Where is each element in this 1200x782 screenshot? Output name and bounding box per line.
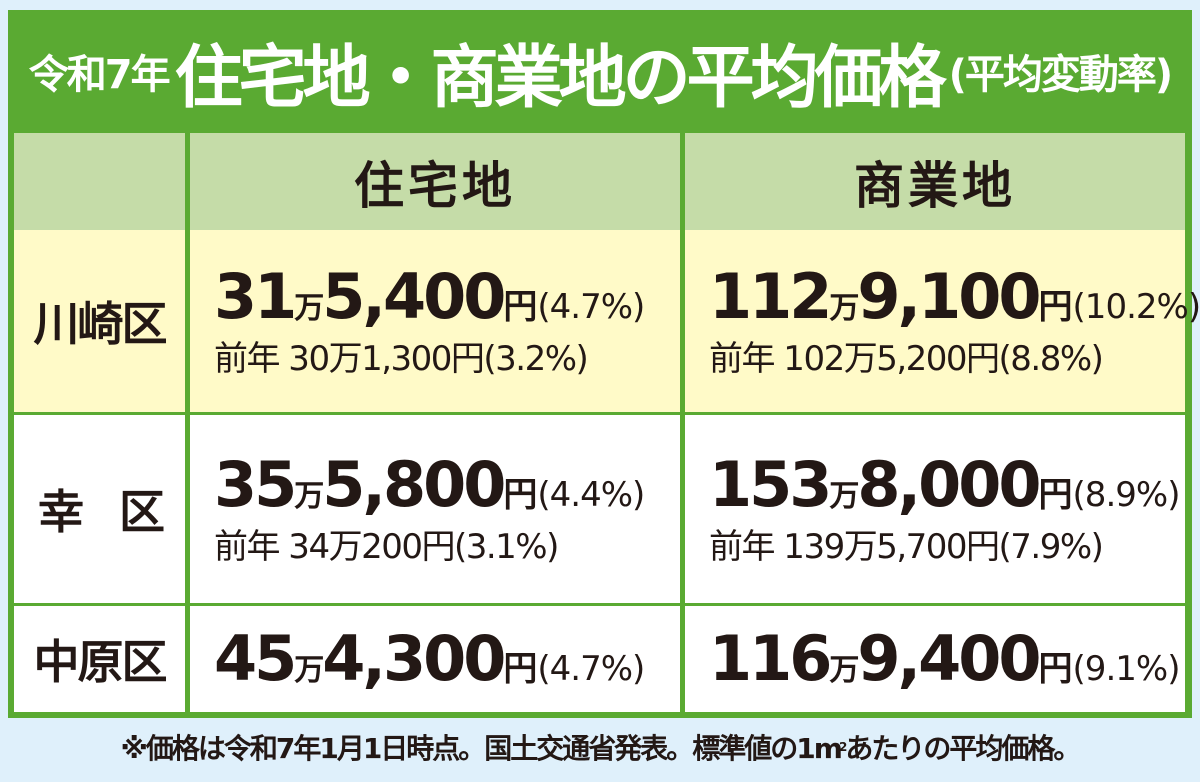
man-unit: 万	[829, 479, 859, 514]
yen-unit: 円	[1038, 475, 1073, 515]
saiwai-commercial: 153 万 8,000 円 (8.9%) 前年 139万5,700円(7.9%)	[685, 415, 1185, 603]
price-man: 45	[214, 622, 297, 695]
previous-year: 前年 34万200円(3.1%)	[214, 527, 559, 567]
price-rest: 9,100	[857, 260, 1041, 333]
header-corner	[14, 133, 185, 230]
header-commercial: 商業地	[685, 133, 1185, 230]
kawasaki-residential: 31 万 5,400 円 (4.7%) 前年 30万1,300円(3.2%)	[190, 230, 680, 412]
man-unit: 万	[294, 479, 324, 514]
price-rest: 9,400	[857, 622, 1041, 695]
change-rate: (10.2%)	[1072, 287, 1200, 327]
nakahara-commercial: 116 万 9,400 円 (9.1%)	[685, 606, 1185, 712]
footnote-superscript: 2	[838, 740, 847, 754]
price-man: 31	[214, 260, 297, 333]
nakahara-residential: 45 万 4,300 円 (4.7%)	[190, 606, 680, 712]
previous-year: 前年 102万5,200円(8.8%)	[709, 339, 1104, 379]
ward-saiwai-first: 幸	[38, 485, 84, 539]
ward-saiwai-last: 区	[119, 485, 165, 539]
previous-year: 前年 30万1,300円(3.2%)	[214, 339, 589, 379]
yen-unit: 円	[503, 475, 538, 515]
ward-kawasaki: 川崎区	[14, 230, 185, 412]
price-rest: 5,400	[322, 260, 506, 333]
price-man: 112	[709, 260, 832, 333]
man-unit: 万	[294, 291, 324, 326]
price-man: 153	[709, 448, 832, 521]
header-residential: 住宅地	[190, 133, 680, 230]
price-man: 35	[214, 448, 297, 521]
yen-unit: 円	[503, 287, 538, 327]
change-rate: (9.1%)	[1072, 649, 1181, 689]
title-prefix: 令和7年	[28, 52, 171, 98]
saiwai-residential: 35 万 5,800 円 (4.4%) 前年 34万200円(3.1%)	[190, 415, 680, 603]
previous-year: 前年 139万5,700円(7.9%)	[709, 527, 1104, 567]
kawasaki-commercial: 112 万 9,100 円 (10.2%) 前年 102万5,200円(8.8%)	[685, 230, 1200, 412]
change-rate: (4.7%)	[537, 287, 645, 327]
man-unit: 万	[829, 653, 859, 688]
price-rest: 4,300	[322, 622, 506, 695]
page-title: 令和7年 住宅地・商業地の平均価格 (平均変動率)	[8, 10, 1192, 132]
change-rate: (4.7%)	[537, 649, 645, 689]
yen-unit: 円	[503, 649, 538, 689]
price-rest: 5,800	[322, 448, 506, 521]
footnote: ※価格は令和7年1月1日時点。国土交通省発表。標準値の1m 2 あたりの平均価格。	[0, 722, 1200, 772]
footnote-text-after: あたりの平均価格。	[845, 732, 1081, 765]
ward-nakahara: 中原区	[14, 606, 185, 712]
man-unit: 万	[829, 291, 859, 326]
yen-unit: 円	[1038, 649, 1073, 689]
yen-unit: 円	[1038, 287, 1073, 327]
change-rate: (8.9%)	[1072, 475, 1181, 515]
ward-saiwai: 幸 区	[14, 415, 185, 603]
title-suffix: (平均変動率)	[948, 52, 1174, 98]
price-table-frame: 令和7年 住宅地・商業地の平均価格 (平均変動率) 住宅地 商業地 川崎区 31…	[8, 10, 1200, 718]
title-main: 住宅地・商業地の平均価格	[174, 38, 947, 118]
footnote-text-before: ※価格は令和7年1月1日時点。国土交通省発表。標準値の1m	[120, 732, 843, 765]
man-unit: 万	[294, 653, 324, 688]
price-rest: 8,000	[857, 448, 1041, 521]
price-man: 116	[709, 622, 832, 695]
change-rate: (4.4%)	[537, 475, 645, 515]
